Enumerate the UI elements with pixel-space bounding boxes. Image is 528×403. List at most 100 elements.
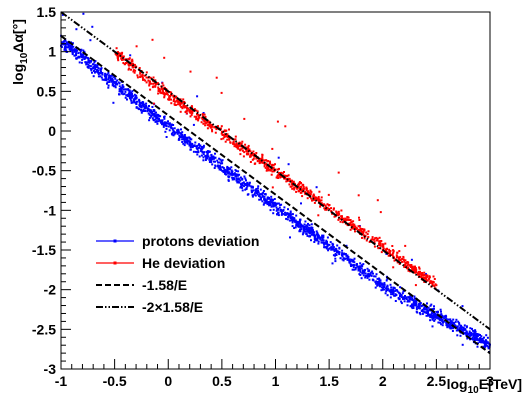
data-point (399, 286, 402, 289)
data-point (235, 146, 238, 148)
data-point (414, 284, 417, 287)
data-point (362, 263, 365, 266)
data-point (277, 214, 280, 217)
data-point (92, 75, 95, 78)
data-point (250, 189, 253, 192)
data-point (459, 334, 462, 337)
data-point (114, 77, 117, 80)
data-point (447, 318, 450, 321)
data-point (190, 138, 193, 141)
data-point (223, 134, 226, 137)
data-point (132, 98, 135, 101)
data-point (342, 217, 345, 220)
data-point (125, 88, 128, 91)
data-point (297, 223, 300, 226)
data-point (254, 190, 257, 193)
data-point (241, 186, 244, 189)
data-point (279, 176, 282, 179)
data-point (362, 269, 364, 272)
data-point (140, 111, 143, 114)
data-point (270, 165, 273, 168)
data-layer (60, 11, 491, 355)
data-point (253, 162, 256, 165)
y-axis-label-suffix: Δα[°] (10, 19, 26, 53)
data-point (121, 51, 124, 54)
data-point (429, 319, 432, 322)
data-point (70, 49, 73, 51)
data-point (485, 334, 488, 337)
data-point (127, 63, 130, 66)
data-point (133, 63, 136, 66)
data-point (203, 151, 206, 154)
data-point (351, 223, 354, 226)
data-point (397, 256, 400, 259)
data-point (228, 138, 231, 140)
y-tick-label: 0.5 (37, 83, 57, 99)
data-point (414, 297, 416, 300)
data-point (97, 67, 100, 70)
data-point (210, 124, 213, 127)
data-point (134, 65, 137, 68)
data-point (327, 204, 330, 207)
data-point (174, 104, 177, 106)
axis-layer: -1 -0.5 0 0.5 1 1.5 2 2.5 3-3-2.5-2-1.5-1-0.500.… (32, 4, 494, 389)
data-point (128, 89, 131, 92)
data-point (176, 132, 179, 135)
data-point (179, 101, 182, 104)
data-point (390, 253, 393, 256)
data-point (172, 100, 175, 103)
data-point (417, 270, 420, 273)
data-point (255, 189, 258, 192)
data-point (302, 231, 305, 234)
data-point (357, 269, 360, 272)
data-point (109, 74, 112, 77)
data-point (127, 68, 130, 71)
data-point (389, 296, 392, 299)
data-point (224, 172, 226, 175)
data-point (107, 71, 110, 74)
data-point (474, 329, 477, 332)
data-point (438, 317, 441, 320)
data-point (72, 45, 75, 48)
data-point (131, 90, 134, 93)
data-point (302, 184, 305, 186)
data-point (228, 128, 230, 131)
x-tick-label: 3 (486, 373, 494, 389)
data-point (148, 108, 151, 111)
data-point (443, 320, 446, 323)
data-point (443, 315, 446, 318)
data-point (415, 299, 418, 302)
data-point (382, 246, 385, 248)
data-point (480, 341, 483, 344)
data-point (399, 256, 402, 259)
data-point (344, 257, 347, 260)
data-point (99, 72, 102, 75)
data-point (156, 122, 159, 125)
data-point (338, 253, 341, 256)
data-point (210, 126, 212, 129)
data-point (380, 286, 383, 289)
data-point (426, 274, 429, 277)
data-point (298, 221, 301, 224)
data-point (141, 73, 144, 76)
data-point (331, 262, 334, 265)
data-point (393, 294, 396, 297)
data-point (302, 185, 305, 188)
data-point (272, 164, 275, 167)
data-point (181, 131, 184, 134)
data-point (359, 270, 362, 273)
data-point (128, 57, 131, 60)
data-point (159, 91, 162, 94)
data-point (273, 198, 276, 200)
data-point (72, 49, 74, 52)
data-point (368, 274, 371, 277)
data-point (229, 172, 232, 175)
data-point (121, 58, 124, 61)
data-point (320, 239, 323, 242)
data-point (186, 142, 189, 145)
data-point (425, 274, 428, 277)
data-point (267, 202, 270, 205)
data-point (71, 50, 74, 53)
data-point (71, 42, 74, 45)
data-point (204, 124, 207, 127)
